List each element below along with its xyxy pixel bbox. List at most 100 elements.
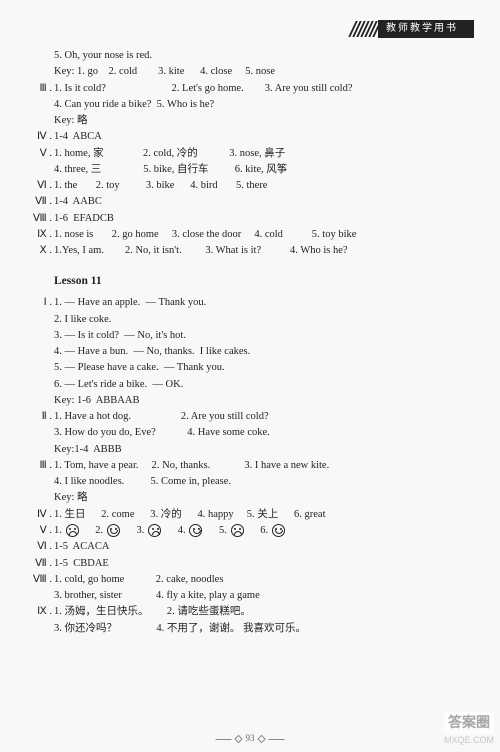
line-text: Key: 1. go 2. cold 3. kite 4. close 5. n… bbox=[54, 66, 275, 77]
roman-numeral: Ⅷ . bbox=[28, 211, 52, 227]
line-text: 5. Oh, your nose is red. bbox=[54, 50, 152, 61]
faces-row: Ⅴ . 1. 2. 3. 4. 5. 6. bbox=[54, 523, 472, 539]
face-label: 3. bbox=[137, 525, 148, 536]
line-text: 3. brother, sister 4. fly a kite, play a… bbox=[54, 590, 260, 601]
text-line: 2. I like coke. bbox=[54, 312, 472, 328]
text-line: Key: 略 bbox=[54, 490, 472, 506]
page: 教师教学用书 5. Oh, your nose is red. Key: 1. g… bbox=[0, 0, 500, 752]
smile-face-icon bbox=[272, 524, 285, 537]
text-line: Ⅲ .1. Tom, have a pear. 2. No, thanks. 3… bbox=[54, 458, 472, 474]
line-text: 1. home, 家 2. cold, 冷的 3. nose, 鼻子 bbox=[54, 148, 285, 159]
line-text: 1. cold, go home 2. cake, noodles bbox=[54, 574, 223, 585]
text-line: Ⅷ .1. cold, go home 2. cake, noodles bbox=[54, 572, 472, 588]
text-line: 5. — Please have a cake. — Thank you. bbox=[54, 360, 472, 376]
roman-numeral: Ⅸ . bbox=[28, 604, 52, 620]
text-line: 3. How do you do, Eve? 4. Have some coke… bbox=[54, 425, 472, 441]
text-line: 5. Oh, your nose is red. bbox=[54, 48, 472, 64]
text-line: 4. three, 三 5. bike, 自行车 6. kite, 风筝 bbox=[54, 162, 472, 178]
sad-face-icon bbox=[66, 524, 79, 537]
line-text: Key: 略 bbox=[54, 115, 88, 126]
text-line: 3. 你还冷吗？ 4. 不用了，谢谢。 我喜欢可乐。 bbox=[54, 621, 472, 637]
line-text: 2. I like coke. bbox=[54, 314, 111, 325]
text-line: Ⅳ .1-4 ABCA bbox=[54, 129, 472, 145]
line-text: 1-5 ACACA bbox=[54, 541, 109, 552]
face-label: 1. bbox=[54, 525, 65, 536]
line-text: 4. Can you ride a bike? 5. Who is he? bbox=[54, 99, 214, 110]
line-text: 1. Have a hot dog. 2. Are you still cold… bbox=[54, 411, 269, 422]
text-line: Ⅴ .1. home, 家 2. cold, 冷的 3. nose, 鼻子 bbox=[54, 146, 472, 162]
text-line: Ⅵ .1. the 2. toy 3. bike 4. bird 5. ther… bbox=[54, 178, 472, 194]
line-text: 1-5 CBDAE bbox=[54, 558, 109, 569]
line-text: 1. the 2. toy 3. bike 4. bird 5. there bbox=[54, 180, 267, 191]
watermark-top: 答案圈 bbox=[444, 712, 494, 734]
line-text: Key: 略 bbox=[54, 492, 88, 503]
header-stripes bbox=[352, 21, 378, 37]
text-line: Key: 略 bbox=[54, 113, 472, 129]
face-label: 2. bbox=[95, 525, 106, 536]
roman-numeral: Ⅵ . bbox=[28, 539, 52, 555]
header-label: 教师教学用书 bbox=[378, 20, 474, 38]
line-text: 1-6 EFADCB bbox=[54, 213, 114, 224]
line-text: 1. 生日 2. come 3. 冷的 4. happy 5. 关上 6. gr… bbox=[54, 509, 326, 520]
roman-numeral: Ⅲ . bbox=[28, 81, 52, 97]
lesson-title: Lesson 11 bbox=[54, 273, 472, 291]
text-line: 6. — Let's ride a bike. — OK. bbox=[54, 377, 472, 393]
block-pre-lesson: 5. Oh, your nose is red. Key: 1. go 2. co… bbox=[54, 48, 472, 259]
line-text: Key:1-4 ABBB bbox=[54, 444, 122, 455]
watermark-bottom: MXQE.COM bbox=[444, 734, 494, 748]
text-line: Ⅹ .1.Yes, I am. 2. No, it isn't. 3. What… bbox=[54, 243, 472, 259]
text-line: 4. Can you ride a bike? 5. Who is he? bbox=[54, 97, 472, 113]
line-text: 3. How do you do, Eve? 4. Have some coke… bbox=[54, 427, 270, 438]
line-text: 1. nose is 2. go home 3. close the door … bbox=[54, 229, 356, 240]
text-line: Key: 1-6 ABBAAB bbox=[54, 393, 472, 409]
line-text: 1. Tom, have a pear. 2. No, thanks. 3. I… bbox=[54, 460, 329, 471]
roman-numeral: Ⅴ . bbox=[28, 146, 52, 162]
block-lesson-part2: Ⅵ .1-5 ACACAⅦ .1-5 CBDAEⅧ .1. cold, go h… bbox=[54, 539, 472, 637]
faces-container: 1. 2. 3. 4. 5. 6. bbox=[54, 525, 286, 536]
text-line: 3. — Is it cold? — No, it's hot. bbox=[54, 328, 472, 344]
text-line: Ⅳ .1. 生日 2. come 3. 冷的 4. happy 5. 关上 6.… bbox=[54, 507, 472, 523]
line-text: 3. — Is it cold? — No, it's hot. bbox=[54, 330, 186, 341]
block-lesson-part1: Ⅰ .1. — Have an apple. — Thank you. 2. I … bbox=[54, 295, 472, 523]
sad-face-icon bbox=[231, 524, 244, 537]
roman-numeral: Ⅶ . bbox=[28, 194, 52, 210]
roman-numeral: Ⅲ . bbox=[28, 458, 52, 474]
roman-numeral: Ⅵ . bbox=[28, 178, 52, 194]
roman-numeral: Ⅴ . bbox=[28, 523, 52, 539]
text-line: Ⅱ .1. Have a hot dog. 2. Are you still c… bbox=[54, 409, 472, 425]
text-line: 3. brother, sister 4. fly a kite, play a… bbox=[54, 588, 472, 604]
footer-ornament: 93 bbox=[216, 732, 285, 746]
line-text: 5. — Please have a cake. — Thank you. bbox=[54, 362, 225, 373]
face-label: 5. bbox=[219, 525, 230, 536]
page-number: 93 bbox=[246, 732, 255, 746]
line-text: Key: 1-6 ABBAAB bbox=[54, 395, 139, 406]
smile-face-icon bbox=[189, 524, 202, 537]
line-text: 4. — Have a bun. — No, thanks. I like ca… bbox=[54, 346, 250, 357]
text-line: 4. — Have a bun. — No, thanks. I like ca… bbox=[54, 344, 472, 360]
roman-numeral: Ⅸ . bbox=[28, 227, 52, 243]
watermark: 答案圈 MXQE.COM bbox=[444, 712, 494, 748]
roman-numeral: Ⅳ . bbox=[28, 129, 52, 145]
header-band: 教师教学用书 bbox=[352, 20, 474, 38]
sad-face-icon bbox=[148, 524, 161, 537]
text-line: Ⅸ .1. 汤姆，生日快乐。 2. 请吃些蛋糕吧。 bbox=[54, 604, 472, 620]
content: 5. Oh, your nose is red. Key: 1. go 2. co… bbox=[54, 48, 472, 637]
roman-numeral: Ⅰ . bbox=[28, 295, 52, 311]
line-text: 1-4 AABC bbox=[54, 196, 102, 207]
line-text: 3. 你还冷吗？ 4. 不用了，谢谢。 我喜欢可乐。 bbox=[54, 623, 306, 634]
text-line: Ⅰ .1. — Have an apple. — Thank you. bbox=[54, 295, 472, 311]
text-line: Key:1-4 ABBB bbox=[54, 442, 472, 458]
line-text: 1. — Have an apple. — Thank you. bbox=[54, 297, 206, 308]
text-line: 4. I like noodles. 5. Come in, please. bbox=[54, 474, 472, 490]
text-line: Ⅶ .1-5 CBDAE bbox=[54, 556, 472, 572]
text-line: Ⅵ .1-5 ACACA bbox=[54, 539, 472, 555]
line-text: 4. I like noodles. 5. Come in, please. bbox=[54, 476, 231, 487]
roman-numeral: Ⅹ . bbox=[28, 243, 52, 259]
text-line: Ⅶ .1-4 AABC bbox=[54, 194, 472, 210]
text-line: Ⅷ .1-6 EFADCB bbox=[54, 211, 472, 227]
roman-numeral: Ⅶ . bbox=[28, 556, 52, 572]
face-label: 6. bbox=[260, 525, 271, 536]
line-text: 6. — Let's ride a bike. — OK. bbox=[54, 379, 183, 390]
line-text: 1.Yes, I am. 2. No, it isn't. 3. What is… bbox=[54, 245, 348, 256]
smile-face-icon bbox=[107, 524, 120, 537]
